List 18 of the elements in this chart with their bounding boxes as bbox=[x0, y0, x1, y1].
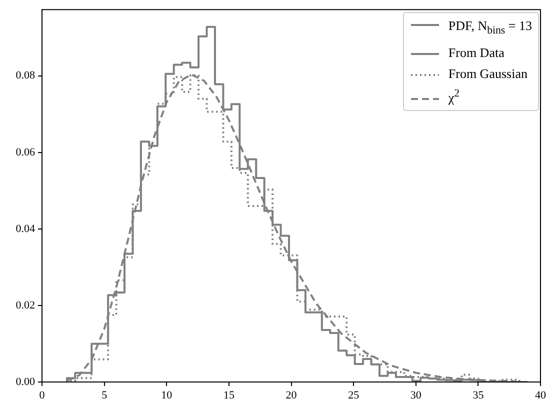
legend-title: PDF, N$_{bins}$ = 13 bbox=[448, 18, 532, 37]
x-tick-label: 25 bbox=[348, 389, 360, 402]
x-tick-label: 0 bbox=[39, 389, 46, 402]
x-tick-label: 15 bbox=[223, 389, 235, 402]
x-tick-label: 10 bbox=[161, 389, 173, 402]
y-tick-label: 0.08 bbox=[16, 70, 36, 82]
y-tick-label: 0.04 bbox=[16, 222, 36, 235]
legend-label: χ$^{2}$ bbox=[448, 88, 460, 105]
x-tick-label: 5 bbox=[102, 389, 108, 402]
x-tick-label: 20 bbox=[286, 389, 298, 402]
legend-label: From Data bbox=[448, 44, 504, 60]
legend-label: From Gaussian bbox=[448, 66, 528, 81]
x-tick-label: 40 bbox=[535, 389, 546, 402]
y-tick-label: 0.00 bbox=[16, 376, 36, 388]
y-tick-label: 0.02 bbox=[16, 299, 35, 312]
x-tick-label: 30 bbox=[410, 389, 422, 402]
y-tick-label: 0.06 bbox=[16, 146, 36, 158]
x-tick-label: 35 bbox=[472, 389, 484, 402]
